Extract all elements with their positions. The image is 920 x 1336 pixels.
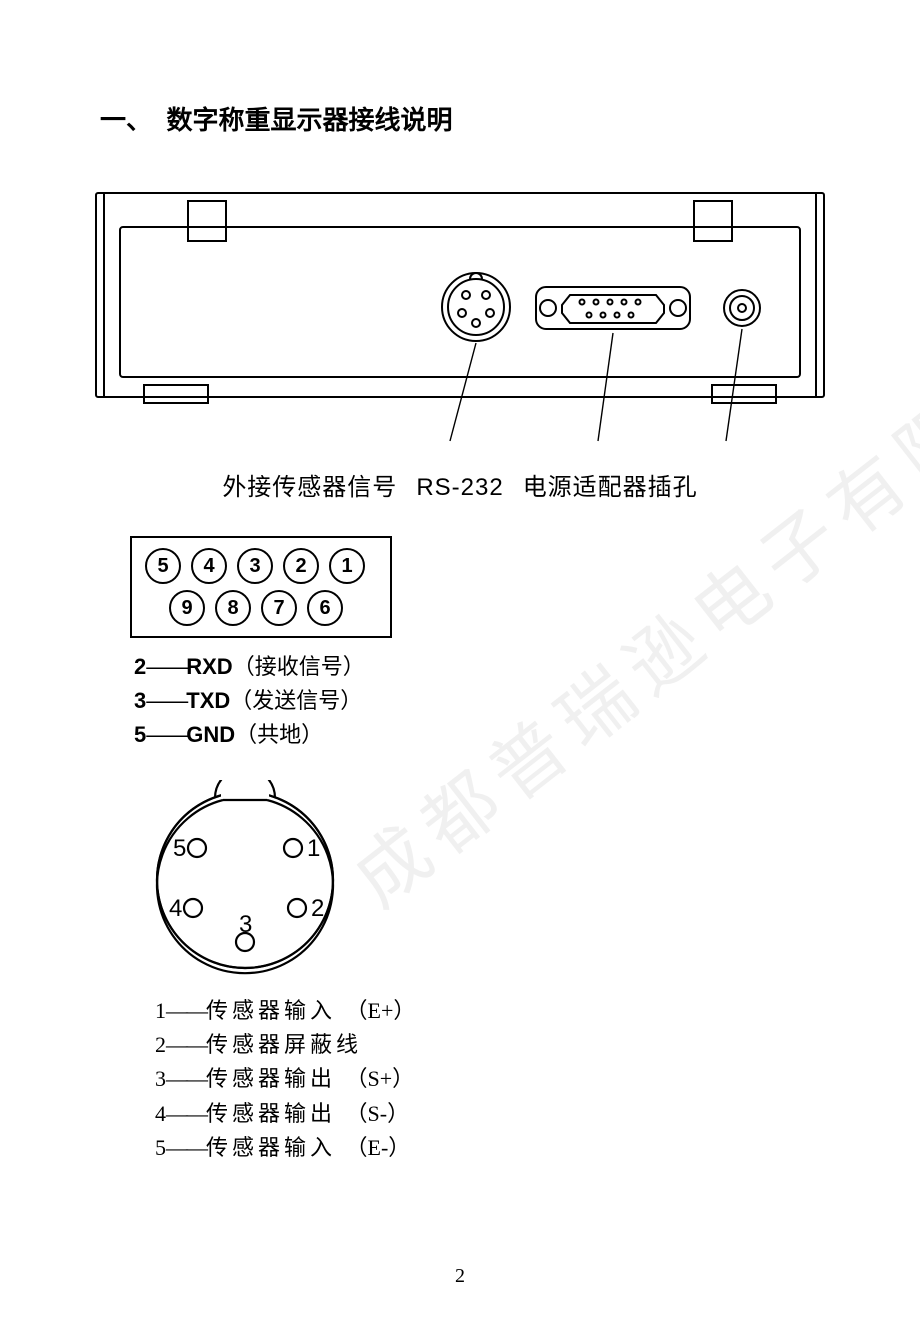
db9-def-row: 3——TXD（发送信号） bbox=[134, 684, 830, 718]
din-def-row: 3——传感器输出 （S+） bbox=[155, 1062, 830, 1096]
db9-def-row: 2——RXD（接收信号） bbox=[134, 650, 830, 684]
din5-definitions: 1——传感器输入 （E+） 2——传感器屏蔽线 3——传感器输出 （S+） 4—… bbox=[155, 994, 830, 1164]
db9-pin: 6 bbox=[307, 590, 343, 626]
db9-pin-grid: 1 2 3 4 5 6 7 8 9 bbox=[130, 536, 392, 638]
din-pin-label: 1 bbox=[307, 835, 320, 862]
db9-pin: 3 bbox=[237, 548, 273, 584]
db9-pin: 5 bbox=[145, 548, 181, 584]
din-def-row: 4——传感器输出 （S-） bbox=[155, 1097, 830, 1131]
device-rear-diagram bbox=[90, 187, 830, 457]
db9-pin: 7 bbox=[261, 590, 297, 626]
section-heading: 一、 数字称重显示器接线说明 bbox=[90, 100, 830, 137]
din-pin-label: 2 bbox=[311, 895, 324, 922]
document-page: 一、 数字称重显示器接线说明 bbox=[0, 0, 920, 1205]
db9-def-row: 5——GND（共地） bbox=[134, 718, 830, 752]
db9-pin: 4 bbox=[191, 548, 227, 584]
din-pin-label: 3 bbox=[239, 911, 252, 938]
heading-number: 一、 bbox=[100, 100, 160, 137]
din5-diagram: 1 2 3 4 5 bbox=[145, 780, 345, 980]
diagram-area: 外接传感器信号 RS-232 电源适配器插孔 1 2 3 4 5 6 7 8 9 bbox=[90, 187, 830, 1165]
db9-definitions: 2——RXD（接收信号） 3——TXD（发送信号） 5——GND（共地） bbox=[134, 650, 830, 752]
sensor-port-label: 外接传感器信号 bbox=[222, 475, 397, 501]
din-def-row: 5——传感器输入 （E-） bbox=[155, 1131, 830, 1165]
page-number: 2 bbox=[0, 1265, 920, 1288]
db9-pin: 9 bbox=[169, 590, 205, 626]
port-label-row: 外接传感器信号 RS-232 电源适配器插孔 bbox=[90, 467, 830, 502]
din-pin-label: 5 bbox=[173, 835, 186, 862]
din-def-row: 1——传感器输入 （E+） bbox=[155, 994, 830, 1028]
db9-top-row: 1 2 3 4 5 bbox=[140, 548, 382, 584]
din-def-row: 2——传感器屏蔽线 bbox=[155, 1028, 830, 1062]
db9-pin: 1 bbox=[329, 548, 365, 584]
din5-pinout-block: 1 2 3 4 5 1——传感器输入 （E+） 2——传感器屏蔽线 3——传感器… bbox=[145, 780, 830, 1164]
db9-pin: 8 bbox=[215, 590, 251, 626]
heading-title: 数字称重显示器接线说明 bbox=[167, 106, 453, 135]
rs232-port-label: RS-232 bbox=[416, 474, 503, 501]
db9-pinout-block: 1 2 3 4 5 6 7 8 9 2——RXD（接收信号） 3——TXD（发送… bbox=[130, 536, 830, 752]
db9-pin: 2 bbox=[283, 548, 319, 584]
db9-bottom-row: 6 7 8 9 bbox=[140, 590, 382, 626]
din-pin-label: 4 bbox=[169, 895, 182, 922]
power-port-label: 电源适配器插孔 bbox=[523, 475, 698, 501]
